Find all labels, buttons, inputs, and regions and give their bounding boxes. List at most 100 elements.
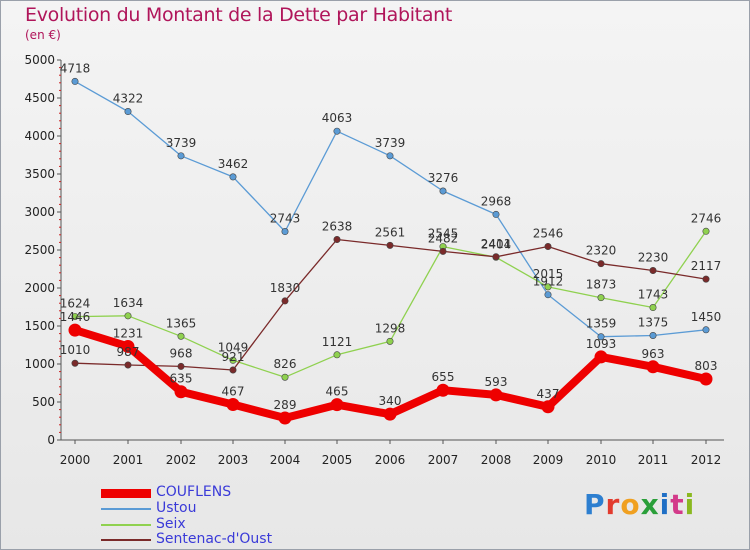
data-point bbox=[121, 339, 135, 353]
data-label: 826 bbox=[274, 357, 297, 371]
data-point bbox=[124, 312, 132, 320]
data-label: 593 bbox=[485, 375, 508, 389]
data-label: 1298 bbox=[375, 321, 406, 335]
data-label: 968 bbox=[170, 346, 193, 360]
data-point bbox=[544, 283, 552, 291]
x-tick-label: 2002 bbox=[166, 453, 197, 467]
data-point bbox=[383, 407, 397, 421]
legend-swatch bbox=[101, 489, 151, 498]
data-label: 2320 bbox=[586, 244, 617, 258]
data-label: 2968 bbox=[481, 194, 512, 208]
data-label: 1624 bbox=[60, 297, 91, 311]
data-point bbox=[278, 411, 292, 425]
x-tick-label: 2012 bbox=[691, 453, 722, 467]
x-tick-label: 2005 bbox=[322, 453, 353, 467]
y-tick-label: 4500 bbox=[24, 91, 55, 105]
data-label: 289 bbox=[274, 398, 297, 412]
data-point bbox=[333, 236, 341, 244]
y-tick-label: 0 bbox=[47, 433, 55, 447]
data-point bbox=[177, 362, 185, 370]
y-tick-label: 1500 bbox=[24, 319, 55, 333]
data-label: 2230 bbox=[638, 251, 669, 265]
x-tick-label: 2004 bbox=[270, 453, 301, 467]
data-label: 465 bbox=[326, 385, 349, 399]
data-label: 437 bbox=[537, 387, 560, 401]
data-label: 655 bbox=[432, 370, 455, 384]
data-point bbox=[436, 383, 450, 397]
y-tick-label: 500 bbox=[32, 395, 55, 409]
y-tick-label: 2000 bbox=[24, 281, 55, 295]
y-tick-label: 5000 bbox=[24, 53, 55, 67]
data-point bbox=[124, 108, 132, 116]
legend-label: COUFLENS bbox=[156, 484, 232, 500]
data-point bbox=[439, 247, 447, 255]
data-point bbox=[226, 398, 240, 412]
data-label: 2015 bbox=[533, 267, 564, 281]
data-label: 1121 bbox=[322, 335, 353, 349]
data-point bbox=[281, 297, 289, 305]
data-label: 963 bbox=[642, 347, 665, 361]
data-point bbox=[492, 210, 500, 218]
data-label: 1375 bbox=[638, 316, 669, 330]
data-label: 4063 bbox=[322, 111, 353, 125]
data-point bbox=[646, 360, 660, 374]
data-label: 1359 bbox=[586, 317, 617, 331]
data-label: 340 bbox=[379, 394, 402, 408]
data-label: 2561 bbox=[375, 225, 406, 239]
data-point bbox=[174, 385, 188, 399]
legend-swatch bbox=[101, 508, 151, 510]
legend-label: Ustou bbox=[156, 500, 197, 516]
data-point bbox=[229, 356, 237, 364]
data-point bbox=[68, 323, 82, 337]
data-label: 2545 bbox=[428, 227, 459, 241]
data-label: 2743 bbox=[270, 212, 301, 226]
data-point bbox=[544, 243, 552, 251]
data-point bbox=[649, 331, 657, 339]
data-point bbox=[492, 253, 500, 261]
data-label: 1912 bbox=[533, 275, 564, 289]
data-label: 2411 bbox=[481, 237, 512, 251]
x-tick-label: 2009 bbox=[533, 453, 564, 467]
x-tick-label: 2011 bbox=[638, 453, 669, 467]
data-point bbox=[177, 152, 185, 160]
legend-label: Seix bbox=[156, 516, 186, 532]
data-point bbox=[333, 351, 341, 359]
data-point bbox=[594, 350, 608, 364]
data-label: 2546 bbox=[533, 227, 564, 241]
x-tick-label: 2007 bbox=[428, 453, 459, 467]
data-point bbox=[124, 361, 132, 369]
x-tick-label: 2006 bbox=[375, 453, 406, 467]
data-point bbox=[649, 267, 657, 275]
y-tick-label: 4000 bbox=[24, 129, 55, 143]
data-point bbox=[281, 228, 289, 236]
data-label: 1093 bbox=[586, 337, 617, 351]
data-label: 3739 bbox=[166, 136, 197, 150]
data-label: 2404 bbox=[481, 237, 512, 251]
data-label: 4718 bbox=[60, 61, 91, 75]
data-point bbox=[177, 332, 185, 340]
data-point bbox=[597, 260, 605, 268]
data-label: 1446 bbox=[60, 310, 91, 324]
data-label: 1743 bbox=[638, 288, 669, 302]
data-point bbox=[229, 366, 237, 374]
data-label: 2117 bbox=[691, 259, 722, 273]
data-label: 921 bbox=[222, 350, 245, 364]
data-label: 3462 bbox=[218, 157, 249, 171]
data-point bbox=[699, 372, 713, 386]
x-tick-label: 2003 bbox=[218, 453, 249, 467]
data-label: 3276 bbox=[428, 171, 459, 185]
x-tick-label: 2008 bbox=[481, 453, 512, 467]
data-point bbox=[439, 187, 447, 195]
data-point bbox=[386, 241, 394, 249]
chart-title: Evolution du Montant de la Dette par Hab… bbox=[25, 4, 453, 26]
data-point bbox=[702, 326, 710, 334]
proxiti-logo: Proxiti bbox=[584, 488, 696, 521]
data-point bbox=[597, 333, 605, 341]
legend-swatch bbox=[101, 524, 151, 526]
y-tick-label: 2500 bbox=[24, 243, 55, 257]
data-point bbox=[702, 227, 710, 235]
legend-swatch bbox=[101, 539, 151, 541]
y-tick-label: 3500 bbox=[24, 167, 55, 181]
